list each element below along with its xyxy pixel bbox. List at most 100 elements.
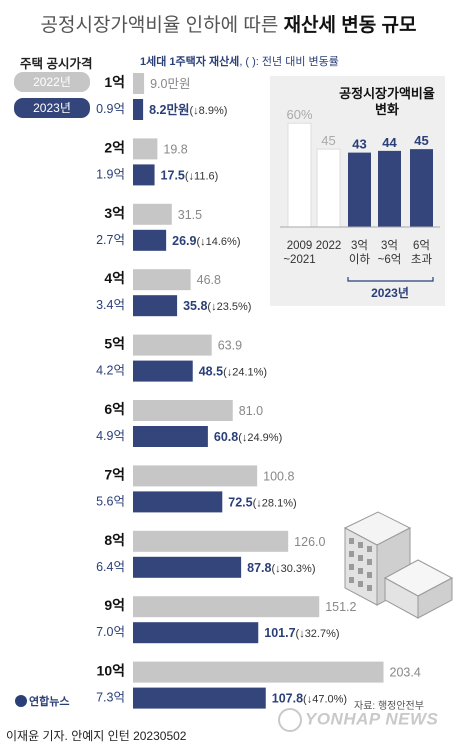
inset-chart-panel: 공정시장가액비율 변화 60% 2009 ~2021 45 2022 43 3억 이하 44 3억 ~6… <box>270 76 445 306</box>
bar-2023 <box>133 360 193 382</box>
value-label-2022: 100.8 <box>263 469 294 483</box>
value-label-2023: 72.5(↓28.1%) <box>228 495 296 509</box>
change-rate: (↓11.6) <box>185 170 218 182</box>
bar-2023 <box>133 426 208 447</box>
change-rate: (↓47.0%) <box>303 694 347 706</box>
inset-category-label: 초과 <box>411 253 433 266</box>
legend-note: 1세대 1주택자 재산세, ( ): 전년 대비 변동률 <box>140 53 339 69</box>
change-rate: (↓23.5%) <box>207 301 251 313</box>
value-label-2022: 81.0 <box>239 404 263 418</box>
legend-note-rest: , ( ): 전년 대비 변동률 <box>239 56 339 68</box>
bar-2022 <box>133 73 145 94</box>
price-2023-label: 2.7억 <box>96 233 125 247</box>
bar-2023 <box>133 99 144 120</box>
yonhap-logo: 연합뉴스 <box>15 693 69 709</box>
price-2023-label: 7.3억 <box>96 691 125 705</box>
category-label: 4억 <box>104 270 125 286</box>
value-2023: 17.5 <box>161 168 185 182</box>
value-label-2022: 19.8 <box>163 142 187 156</box>
value-label-2023: 48.5(↓24.1%) <box>199 365 267 379</box>
bar-2022 <box>133 530 289 552</box>
bar-2022 <box>133 465 258 487</box>
price-2023-label: 0.9억 <box>96 102 125 116</box>
value-label-2022: 31.5 <box>178 208 202 222</box>
inset-category-label: ~2021 <box>283 254 315 266</box>
logo-text: 연합뉴스 <box>29 696 70 708</box>
inset-title-line2: 변화 <box>375 102 399 117</box>
inset-value-label: 45 <box>414 133 428 148</box>
legend-note-bold: 1세대 1주택자 재산세 <box>140 56 240 68</box>
value-label-2022: 151.2 <box>325 600 356 614</box>
inset-category-label: 3억 <box>381 239 398 252</box>
category-label: 9억 <box>104 597 125 613</box>
chart-title: 공정시장가액비율 인하에 따른 재산세 변동 규모 <box>0 10 457 37</box>
inset-bar <box>287 122 312 228</box>
bar-2022 <box>133 269 191 291</box>
change-rate: (↓14.6%) <box>196 236 240 248</box>
inset-category-label: 3억 <box>351 239 368 252</box>
building-illustration <box>343 511 454 619</box>
category-label: 3억 <box>104 205 125 221</box>
change-rate: (↓28.1%) <box>253 497 297 509</box>
value-label-2023: 101.7(↓32.7%) <box>264 626 339 640</box>
value-2023: 35.8 <box>183 299 207 313</box>
inset-group-label: 2023년 <box>371 286 409 300</box>
price-2023-label: 4.2억 <box>96 364 125 378</box>
category-label: 8억 <box>104 532 125 548</box>
category-label: 6억 <box>104 401 125 417</box>
price-2023-label: 4.9억 <box>96 429 125 443</box>
inset-category-label: 2022 <box>316 240 342 252</box>
value-label-2022: 46.8 <box>197 273 221 287</box>
value-label-2022: 126.0 <box>294 535 325 549</box>
change-rate: (↓30.3%) <box>271 563 315 575</box>
bar-2023 <box>133 491 223 513</box>
value-2023: 26.9 <box>172 234 196 248</box>
inset-category-label: 2009 <box>287 240 313 252</box>
logo-mark-icon <box>15 695 27 707</box>
legend-2022: 2022년 <box>14 72 90 92</box>
category-label: 1억 <box>104 74 125 90</box>
value-label-2023: 107.8(↓47.0%) <box>272 692 347 706</box>
legend-2023: 2023년 <box>14 98 90 118</box>
inset-bar <box>378 150 401 227</box>
inset-bar <box>316 148 341 228</box>
value-label-2023: 60.8(↓24.9%) <box>214 430 282 444</box>
inset-group-bracket <box>347 277 434 282</box>
change-rate: (↓24.1%) <box>223 367 267 379</box>
value-label-2022: 203.4 <box>390 666 421 680</box>
bar-2023 <box>133 622 259 644</box>
bar-2022 <box>133 334 212 356</box>
bar-2023 <box>133 229 167 251</box>
inset-category-label: 6억 <box>413 239 430 252</box>
value-2023: 60.8 <box>214 430 238 444</box>
axis-heading: 주택 공시가격 <box>20 57 93 71</box>
inset-value-label: 44 <box>382 135 397 150</box>
watermark-mark-icon <box>278 708 302 732</box>
bar-2023 <box>133 687 266 709</box>
price-2023-label: 1.9억 <box>96 167 125 181</box>
price-2023-label: 7.0억 <box>96 625 125 639</box>
bar-2022 <box>133 596 320 618</box>
value-label-2023: 26.9(↓14.6%) <box>172 234 240 248</box>
category-label: 5억 <box>104 336 125 352</box>
bar-2022 <box>133 138 158 160</box>
value-2023: 87.8 <box>247 561 271 575</box>
value-label-2023: 87.8(↓30.3%) <box>247 561 315 575</box>
bar-2022 <box>133 400 233 421</box>
title-bold: 재산세 변동 규모 <box>283 15 417 36</box>
bar-2023 <box>133 164 155 186</box>
inset-value-label: 45 <box>321 133 335 148</box>
value-label-2023: 35.8(↓23.5%) <box>183 299 251 313</box>
bar-2022 <box>133 661 384 683</box>
title-light: 공정시장가액비율 인하에 따른 <box>40 15 284 36</box>
inset-category-label: ~6억 <box>378 253 402 266</box>
inset-bar <box>348 152 371 227</box>
category-label: 7억 <box>104 466 125 482</box>
value-label-2022: 9.0만원 <box>150 77 190 91</box>
value-2023: 72.5 <box>228 495 252 509</box>
watermark: YONHAP NEWS <box>278 708 438 732</box>
value-2023: 101.7 <box>264 626 295 640</box>
price-2023-label: 5.6억 <box>96 494 125 508</box>
value-2023: 48.5 <box>199 365 223 379</box>
